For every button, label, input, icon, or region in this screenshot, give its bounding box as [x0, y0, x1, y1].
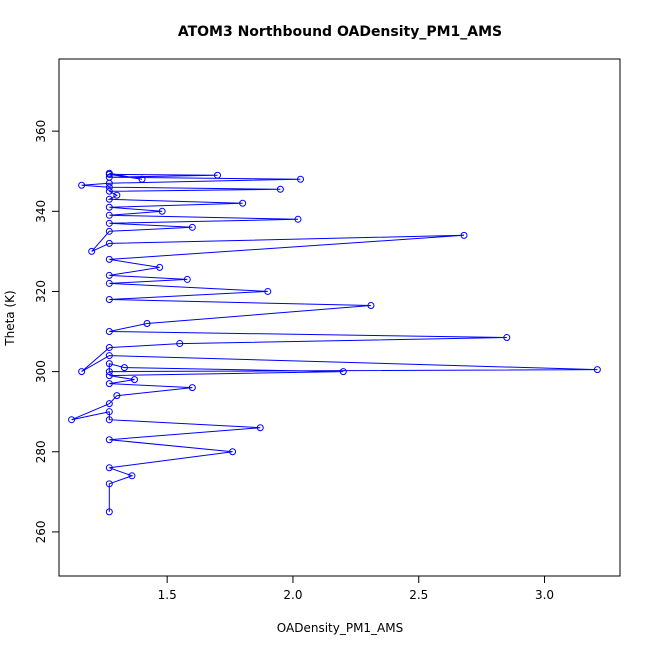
x-tick-label: 2.0	[283, 588, 302, 602]
data-point	[78, 181, 86, 189]
data-point	[105, 416, 113, 424]
data-point	[105, 480, 113, 488]
data-point	[105, 239, 113, 247]
data-point	[113, 191, 121, 199]
data-point	[105, 508, 113, 516]
data-point	[143, 320, 151, 328]
data-point	[367, 301, 375, 309]
data-point	[105, 255, 113, 263]
data-point	[105, 279, 113, 287]
y-tick-label: 280	[34, 440, 48, 463]
x-axis-label: OADensity_PM1_AMS	[277, 621, 403, 635]
data-point	[503, 334, 511, 342]
data-point	[158, 207, 166, 215]
chart-title: ATOM3 Northbound OADensity_PM1_AMS	[178, 24, 502, 40]
data-point	[105, 436, 113, 444]
data-point	[294, 215, 302, 223]
data-point	[105, 271, 113, 279]
x-axis: 1.5 2.0 2.5 3.0	[158, 575, 554, 602]
data-point	[176, 340, 184, 348]
data-point	[105, 328, 113, 336]
y-axis-label: Theta (K)	[3, 290, 17, 346]
data-point	[105, 400, 113, 408]
data-point	[68, 416, 76, 424]
x-tick-label: 3.0	[535, 588, 554, 602]
data-point	[256, 424, 264, 432]
data-point	[113, 392, 121, 400]
data-point	[120, 364, 128, 372]
data-point	[239, 199, 247, 207]
data-point	[88, 247, 96, 255]
data-point	[188, 223, 196, 231]
data-point	[105, 295, 113, 303]
x-tick-label: 1.5	[158, 588, 177, 602]
data-point	[105, 173, 113, 181]
y-tick-label: 360	[34, 120, 48, 143]
data-point	[105, 372, 113, 380]
y-axis: 260 280 300 320 340 360	[34, 120, 60, 543]
y-tick-label: 340	[34, 200, 48, 223]
y-tick-label: 320	[34, 280, 48, 303]
data-point	[264, 287, 272, 295]
data-point	[105, 464, 113, 472]
data-point	[138, 175, 146, 183]
data-point	[105, 195, 113, 203]
data-point	[105, 352, 113, 360]
data-point	[213, 171, 221, 179]
data-point	[188, 384, 196, 392]
data-point	[297, 175, 305, 183]
data-point	[105, 187, 113, 195]
data-point	[105, 368, 113, 376]
data-point	[130, 376, 138, 384]
data-point	[105, 169, 113, 177]
data-point	[276, 185, 284, 193]
data-point	[156, 263, 164, 271]
data-point	[128, 472, 136, 480]
data-point	[105, 211, 113, 219]
data-point	[105, 380, 113, 388]
series-line	[71, 172, 598, 512]
data-point	[105, 344, 113, 352]
y-tick-label: 300	[34, 360, 48, 383]
data-point	[229, 448, 237, 456]
data-point	[105, 408, 113, 416]
x-tick-label: 2.5	[409, 588, 428, 602]
data-point	[78, 368, 86, 376]
data-point	[105, 227, 113, 235]
data-point	[105, 183, 113, 191]
data-point	[339, 368, 347, 376]
data-point	[105, 203, 113, 211]
data-point	[105, 219, 113, 227]
series-layer	[68, 169, 601, 516]
data-point	[593, 366, 601, 374]
data-point	[183, 275, 191, 283]
plot-frame	[58, 58, 621, 577]
data-point	[105, 360, 113, 368]
y-tick-label: 260	[34, 520, 48, 543]
data-point	[460, 231, 468, 239]
